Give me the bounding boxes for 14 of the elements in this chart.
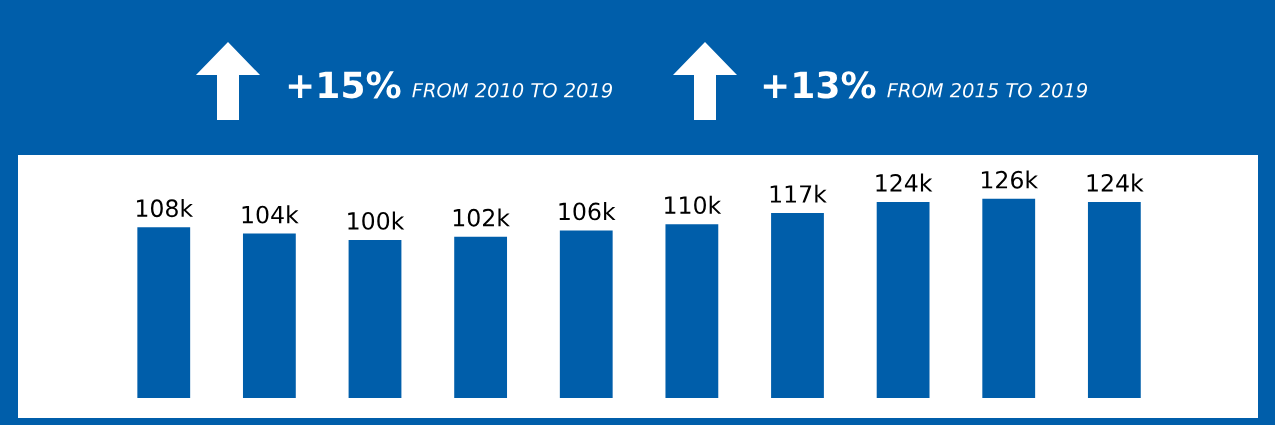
data-label: 106k [559,202,616,221]
text: +15% [288,71,401,99]
text: FROM 2015 TO 2019 [887,82,1088,98]
text: FROM 2010 TO 2019 [412,82,613,98]
data-label: 102k [453,208,510,227]
data-label: 126k [981,170,1039,189]
data-label: 104k [242,205,299,224]
data-label: 117k [770,184,827,203]
data-label: 124k [876,173,933,192]
data-label: 110k [665,195,722,214]
data-label: 100k [348,211,405,230]
text: +13% [763,71,876,99]
data-label: 124k [1087,173,1144,192]
data-label: 108k [136,198,194,218]
